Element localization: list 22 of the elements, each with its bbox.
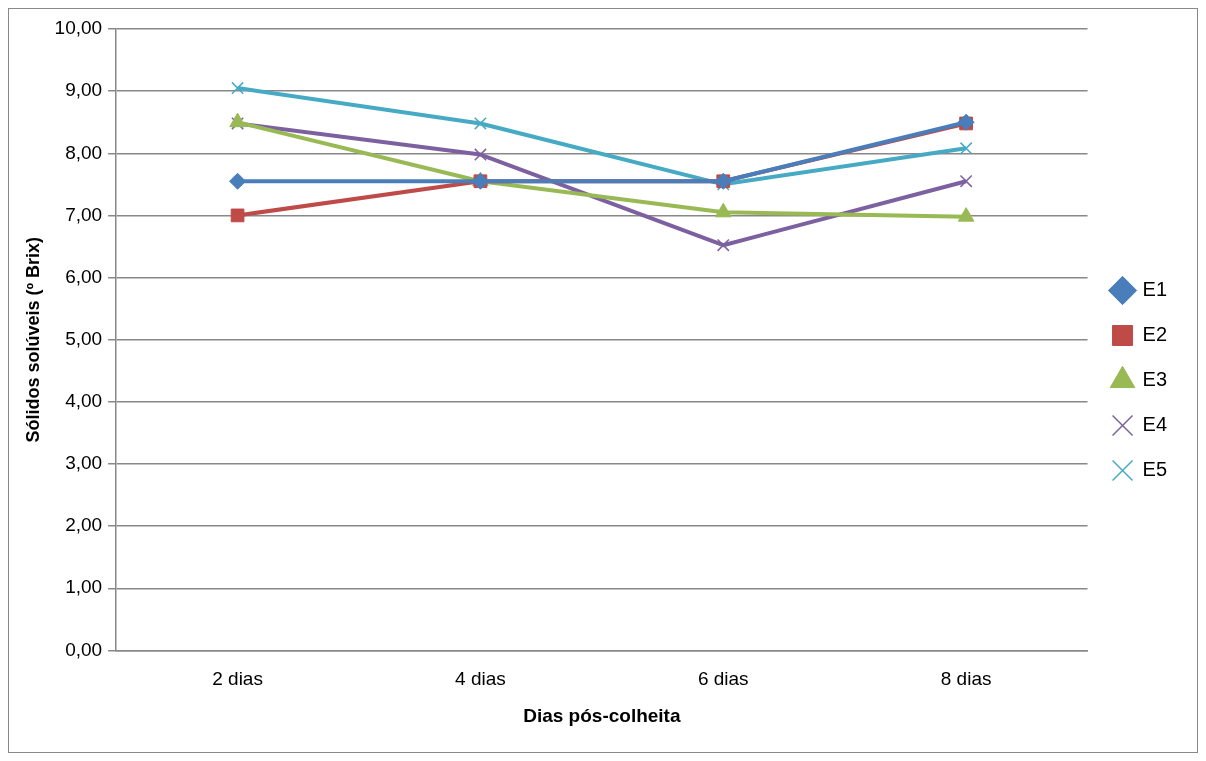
y-tick-label: 4,00 — [65, 390, 103, 412]
y-tick-label: 6,00 — [65, 265, 103, 287]
y-tick-label: 1,00 — [65, 576, 103, 598]
y-tick-label: 2,00 — [65, 514, 103, 536]
legend-label: E5 — [1142, 458, 1168, 481]
x-axis-title: Dias pós-colheita — [523, 704, 681, 726]
x-tick-label: 4 dias — [455, 668, 506, 690]
x-tick-label: 8 dias — [940, 668, 992, 690]
legend-label: E2 — [1142, 323, 1168, 346]
y-axis-title: Sólidos solúveis (º Brix) — [22, 236, 43, 443]
y-tick-label: 9,00 — [65, 79, 103, 101]
x-tick-label: 6 dias — [697, 668, 749, 690]
y-tick-label: 8,00 — [65, 141, 103, 163]
legend-label: E3 — [1142, 368, 1168, 391]
y-tick-label: 5,00 — [65, 327, 103, 349]
y-tick-label: 7,00 — [65, 203, 103, 225]
legend-label: E4 — [1142, 413, 1168, 436]
x-tick-label: 2 dias — [212, 668, 263, 690]
y-tick-label: 0,00 — [65, 638, 103, 660]
legend-label: E1 — [1142, 278, 1168, 301]
y-tick-label: 3,00 — [65, 452, 103, 474]
y-tick-label: 10,00 — [54, 17, 103, 39]
